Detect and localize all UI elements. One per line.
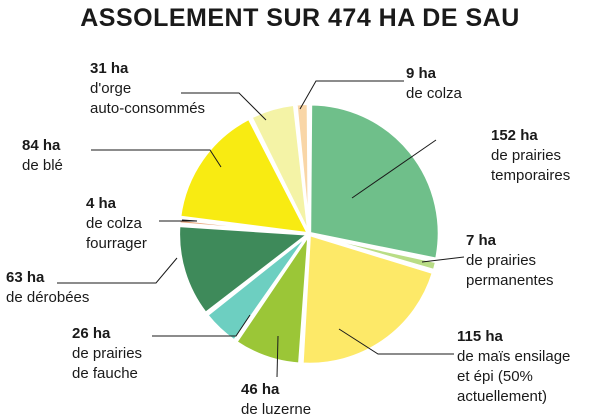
slice-description-line: de prairies xyxy=(72,345,143,362)
slice-description-line: de prairies xyxy=(491,147,562,164)
slice-label-2: 7 ha de prairies permanentes xyxy=(466,231,554,291)
slice-description-line: d'orge xyxy=(90,80,132,97)
slice-description-line: de dérobées xyxy=(6,289,90,306)
chart-title: ASSOLEMENT SUR 474 HA DE SAU xyxy=(80,4,520,32)
slice-description-line: actuellement) xyxy=(457,388,548,405)
slice-description-line: et épi (50% xyxy=(457,368,533,385)
slice-value-label: 7 ha xyxy=(466,232,497,249)
slice-description-line: permanentes xyxy=(466,272,554,289)
slice-value-label: 63 ha xyxy=(6,269,45,286)
slice-value-label: 46 ha xyxy=(241,381,280,398)
slice-description-line: de fauche xyxy=(72,365,138,382)
slice-value-label: 31 ha xyxy=(90,60,129,77)
slice-value-label: 152 ha xyxy=(491,127,538,144)
slice-label-5: 26 ha de prairies de fauche xyxy=(72,324,142,384)
pie-slice-10 xyxy=(295,102,311,233)
slice-label-7: 4 ha de colza fourrager xyxy=(86,194,147,254)
pie-slice-1 xyxy=(308,102,441,261)
slice-label-1: 152 ha de prairies temporaires xyxy=(491,126,570,186)
leader-line-10 xyxy=(299,80,404,110)
slice-description-line: de luzerne xyxy=(241,401,312,418)
slice-description-line: de colza xyxy=(86,215,142,232)
slice-label-9: 31 ha d'orge auto-consommés xyxy=(90,59,205,119)
slice-label-3: 115 ha de maïs ensilage et épi (50% actuell… xyxy=(457,327,570,407)
pie-slice-5 xyxy=(205,233,310,343)
slice-description-line: fourrager xyxy=(86,235,147,252)
slice-label-6: 63 ha de dérobées xyxy=(6,268,89,308)
leader-line-5 xyxy=(152,314,251,337)
leader-line-6 xyxy=(57,257,178,284)
slice-value-label: 26 ha xyxy=(72,325,111,342)
slice-label-4: 46 ha de luzerne xyxy=(241,380,311,420)
slice-value-label: 115 ha xyxy=(457,328,503,345)
pie-slice-6 xyxy=(177,224,312,315)
leader-line-3 xyxy=(338,328,454,355)
pie-slice-8 xyxy=(178,116,311,235)
slice-description-line: de blé xyxy=(22,157,63,174)
pie-slice-2 xyxy=(309,233,438,272)
slice-value-label: 9 ha xyxy=(406,65,437,82)
leader-line-2 xyxy=(421,256,465,263)
slice-description-line: auto-consommés xyxy=(90,100,206,117)
leader-line-8 xyxy=(91,149,222,168)
leader-line-4 xyxy=(276,335,279,378)
leader-line-9 xyxy=(181,92,267,121)
leader-line-1 xyxy=(351,139,437,199)
slice-value-label: 4 ha xyxy=(86,195,117,212)
pie-slice-9 xyxy=(249,103,310,234)
slice-description-line: de prairies xyxy=(466,252,537,269)
slice-description-line: de colza xyxy=(406,85,462,102)
slice-description-line: de maïs ensilage xyxy=(457,348,571,365)
pie-slice-3 xyxy=(301,233,435,366)
slice-value-label: 84 ha xyxy=(22,137,61,154)
slice-label-8: 84 ha de blé xyxy=(22,136,63,176)
leader-line-7 xyxy=(159,219,198,222)
pie-slice-4 xyxy=(234,230,311,366)
slice-label-10: 9 ha de colza xyxy=(406,64,462,104)
slice-description-line: temporaires xyxy=(491,167,571,184)
